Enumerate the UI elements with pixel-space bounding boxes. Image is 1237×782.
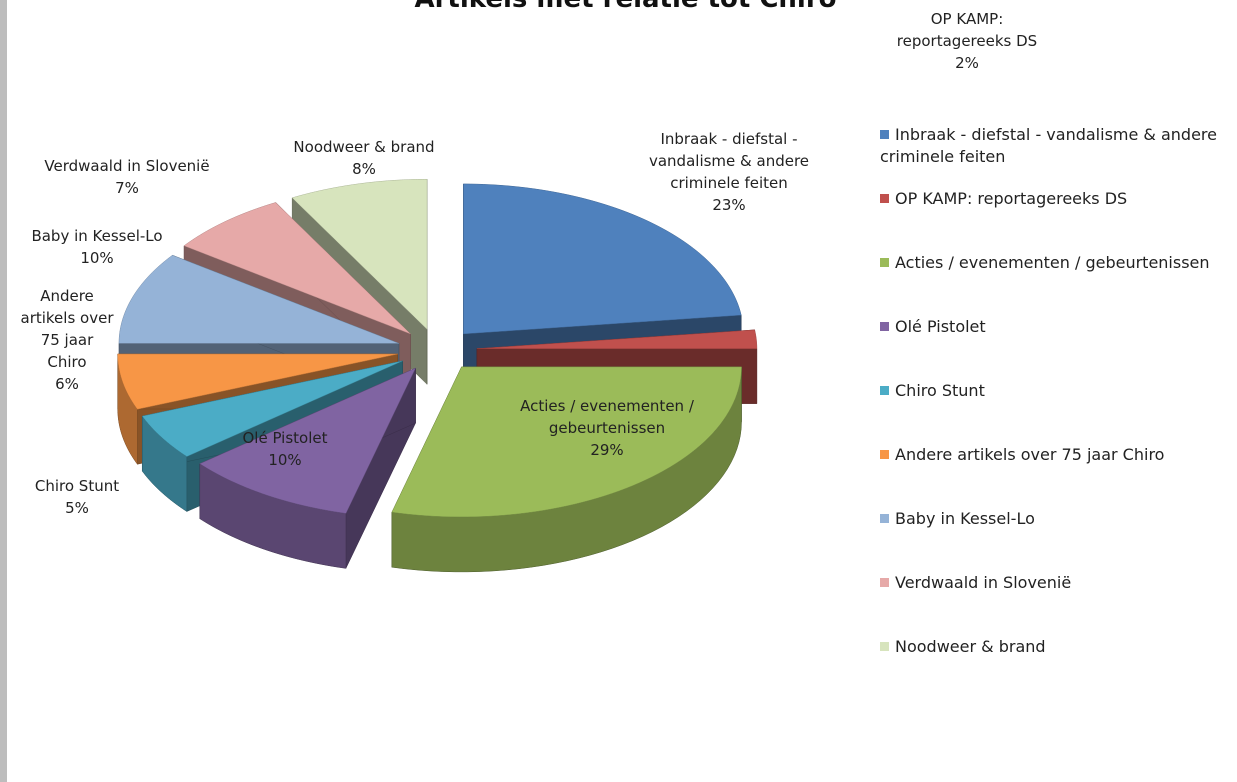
legend-item: Baby in Kessel-Lo [880,508,1237,530]
slice-top [118,254,400,344]
data-label-name: Olé Pistolet [242,429,328,447]
legend-label: Chiro Stunt [895,381,985,400]
slice-top [117,353,398,410]
legend-swatch [880,386,889,395]
data-label: Olé Pistolet 10% [225,427,345,471]
legend-label: Baby in Kessel-Lo [895,509,1035,528]
slice-top [183,202,411,335]
slice-top [476,329,758,349]
data-label-value: 10% [268,451,302,469]
data-label-name: Andere artikels over 75 jaar Chiro [20,287,114,371]
legend-swatch [880,194,889,203]
legend-swatch [880,578,889,587]
data-label-value: 7% [115,179,139,197]
data-label-value: 5% [65,499,89,517]
legend-item: Acties / evenementen / gebeurtenissen [880,252,1237,274]
data-label: Baby in Kessel-Lo 10% [12,225,182,269]
slice-top [141,360,403,457]
data-label-value: 23% [712,196,746,214]
legend-swatch [880,258,889,267]
data-label-name: Verdwaald in Slovenië [44,157,210,175]
data-label: Inbraak - diefstal - vandalisme & andere… [629,128,829,216]
legend-item: Verdwaald in Slovenië [880,572,1237,594]
legend-swatch [880,514,889,523]
data-label: Noodweer & brand 8% [264,136,464,180]
chart-title: Artikels met relatie tot Chiro [7,0,1237,14]
legend-item: Chiro Stunt [880,380,1237,402]
data-label-value: 6% [55,375,79,393]
pie-slice [391,366,742,573]
data-label: OP KAMP: reportagereeks DS 2% [877,8,1057,74]
data-label-value: 29% [590,441,624,459]
legend-item: Inbraak - diefstal - vandalisme & andere… [880,124,1237,168]
legend-swatch [880,322,889,331]
data-label-name: Inbraak - diefstal - vandalisme & andere… [648,130,810,192]
legend-label: Acties / evenementen / gebeurtenissen [895,253,1210,272]
data-label-name: OP KAMP: reportagereeks DS [896,10,1038,50]
legend-item: Olé Pistolet [880,316,1237,338]
data-label-value: 10% [80,249,114,267]
data-label-value: 8% [352,160,376,178]
legend-swatch [880,642,889,651]
data-label-name: Chiro Stunt [34,477,120,495]
legend-label: Andere artikels over 75 jaar Chiro [895,445,1165,464]
data-label: Chiro Stunt 5% [17,475,137,519]
data-label: Andere artikels over 75 jaar Chiro 6% [20,285,115,395]
legend-swatch [880,130,889,139]
legend-label: OP KAMP: reportagereeks DS [895,189,1128,208]
data-label: Verdwaald in Slovenië 7% [27,155,227,199]
pie-area [117,178,758,573]
data-label-value: 2% [955,54,979,72]
legend-label: Olé Pistolet [895,317,986,336]
legend-label: Noodweer & brand [895,637,1046,656]
legend-swatch [880,450,889,459]
data-label: Acties / evenementen / gebeurtenissen 29% [507,395,707,461]
slice-top [391,366,742,518]
slice-top [199,367,417,514]
data-label-name: Noodweer & brand [293,138,435,156]
pie-slice [199,367,417,569]
legend-label: Inbraak - diefstal - vandalisme & andere… [880,125,1217,166]
slice-top [291,178,428,330]
legend-label: Verdwaald in Slovenië [895,573,1072,592]
data-label-name: Acties / evenementen / gebeurtenissen [520,397,694,437]
data-label-name: Baby in Kessel-Lo [31,227,163,245]
legend-item: OP KAMP: reportagereeks DS [880,188,1237,210]
slice-top [463,183,742,335]
legend-item: Noodweer & brand [880,636,1237,658]
legend-item: Andere artikels over 75 jaar Chiro [880,444,1237,466]
